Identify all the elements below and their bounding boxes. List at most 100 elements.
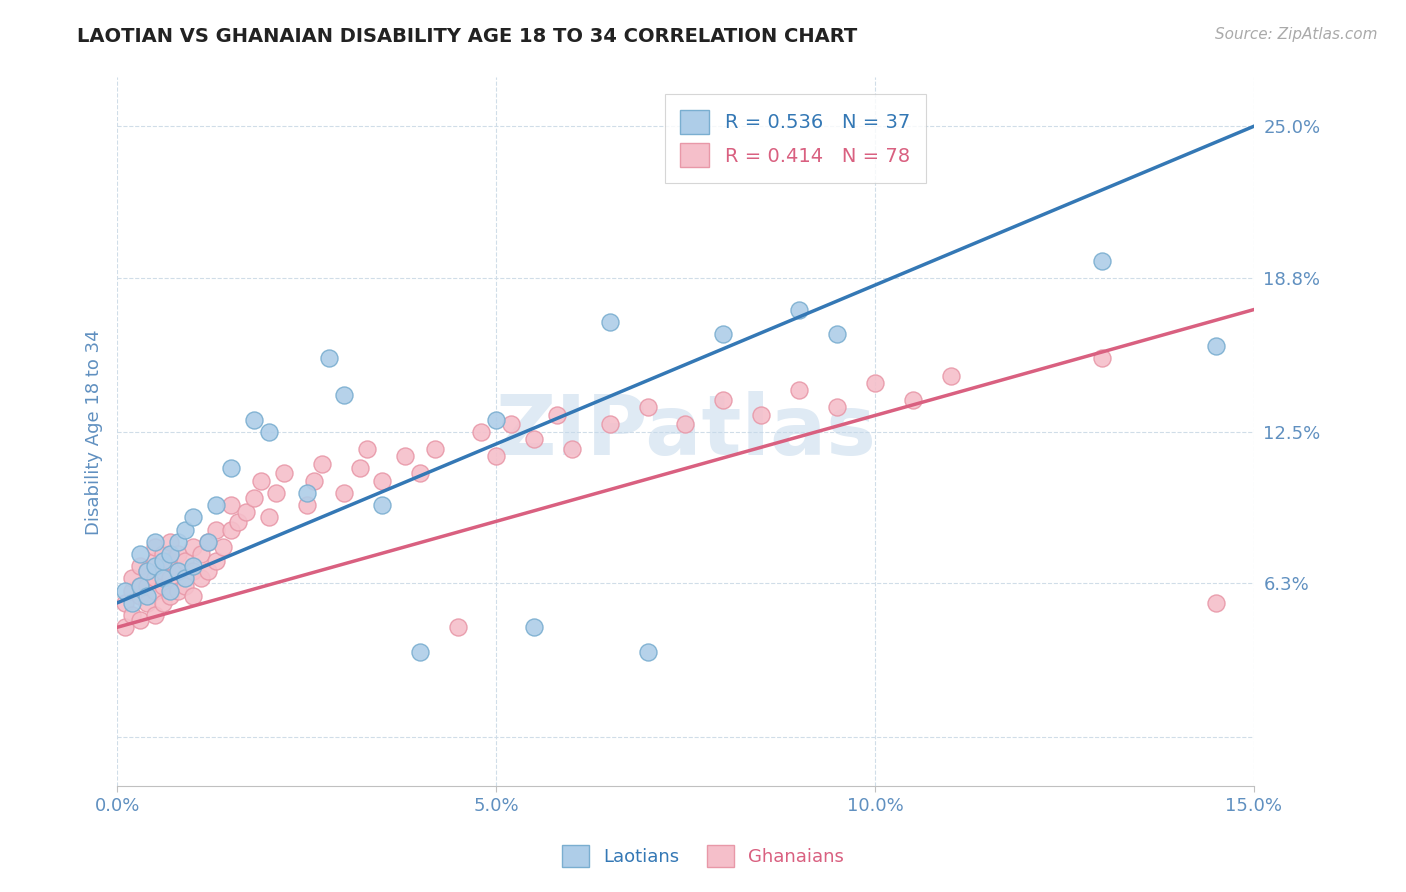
Point xyxy=(242,491,264,505)
Point xyxy=(143,554,166,568)
Point xyxy=(152,571,174,585)
Y-axis label: Disability Age 18 to 34: Disability Age 18 to 34 xyxy=(86,329,103,534)
Point xyxy=(901,392,924,407)
Point xyxy=(159,583,181,598)
Point xyxy=(143,608,166,623)
Point xyxy=(257,510,280,524)
Point xyxy=(174,579,197,593)
Point xyxy=(121,596,143,610)
Point xyxy=(394,449,416,463)
Point xyxy=(166,583,188,598)
Point xyxy=(219,461,242,475)
Point xyxy=(129,579,152,593)
Point xyxy=(546,408,568,422)
Point xyxy=(711,326,734,341)
Point xyxy=(143,540,166,554)
Point xyxy=(152,564,174,578)
Point xyxy=(257,425,280,439)
Point xyxy=(825,401,848,415)
Point xyxy=(637,401,659,415)
Point xyxy=(114,620,136,634)
Text: LAOTIAN VS GHANAIAN DISABILITY AGE 18 TO 34 CORRELATION CHART: LAOTIAN VS GHANAIAN DISABILITY AGE 18 TO… xyxy=(77,27,858,45)
Point xyxy=(159,554,181,568)
Point xyxy=(114,583,136,598)
Point xyxy=(159,547,181,561)
Point xyxy=(295,486,318,500)
Point xyxy=(501,417,523,432)
Point xyxy=(181,564,204,578)
Point xyxy=(273,467,295,481)
Text: Source: ZipAtlas.com: Source: ZipAtlas.com xyxy=(1215,27,1378,42)
Legend: Laotians, Ghanaians: Laotians, Ghanaians xyxy=(555,838,851,874)
Point xyxy=(136,596,159,610)
Point xyxy=(523,620,546,634)
Point xyxy=(129,613,152,627)
Point xyxy=(371,474,394,488)
Point xyxy=(349,461,371,475)
Point xyxy=(174,554,197,568)
Point xyxy=(197,534,219,549)
Point xyxy=(121,571,143,585)
Point xyxy=(143,571,166,585)
Point xyxy=(356,442,378,456)
Point xyxy=(152,547,174,561)
Point xyxy=(197,534,219,549)
Point xyxy=(129,547,152,561)
Point xyxy=(204,523,226,537)
Point xyxy=(409,467,432,481)
Point xyxy=(159,571,181,585)
Point xyxy=(863,376,886,390)
Point xyxy=(485,449,508,463)
Point xyxy=(302,474,325,488)
Point xyxy=(447,620,470,634)
Point xyxy=(204,554,226,568)
Point xyxy=(159,534,181,549)
Point xyxy=(181,589,204,603)
Point xyxy=(114,596,136,610)
Point xyxy=(711,392,734,407)
Point xyxy=(266,486,288,500)
Point xyxy=(121,583,143,598)
Point xyxy=(219,498,242,512)
Point xyxy=(174,523,197,537)
Point xyxy=(219,523,242,537)
Point xyxy=(166,564,188,578)
Point xyxy=(749,408,772,422)
Point xyxy=(197,564,219,578)
Point xyxy=(181,559,204,574)
Point xyxy=(204,498,226,512)
Point xyxy=(311,457,333,471)
Point xyxy=(409,645,432,659)
Point xyxy=(181,510,204,524)
Point xyxy=(152,596,174,610)
Point xyxy=(129,559,152,574)
Point xyxy=(425,442,447,456)
Point xyxy=(485,412,508,426)
Point xyxy=(166,534,188,549)
Point xyxy=(181,540,204,554)
Point xyxy=(136,564,159,578)
Point xyxy=(1205,596,1227,610)
Point xyxy=(599,417,621,432)
Point xyxy=(166,547,188,561)
Point xyxy=(470,425,492,439)
Point xyxy=(295,498,318,512)
Point xyxy=(129,579,152,593)
Point xyxy=(1091,253,1114,268)
Point xyxy=(333,388,356,402)
Point xyxy=(143,559,166,574)
Point xyxy=(129,589,152,603)
Point xyxy=(242,412,264,426)
Point xyxy=(228,515,250,529)
Point xyxy=(787,302,810,317)
Point xyxy=(787,383,810,397)
Point xyxy=(190,547,212,561)
Point xyxy=(561,442,583,456)
Point xyxy=(333,486,356,500)
Point xyxy=(152,579,174,593)
Point xyxy=(143,583,166,598)
Point xyxy=(136,579,159,593)
Text: ZIPatlas: ZIPatlas xyxy=(495,392,876,472)
Point xyxy=(371,498,394,512)
Point xyxy=(675,417,697,432)
